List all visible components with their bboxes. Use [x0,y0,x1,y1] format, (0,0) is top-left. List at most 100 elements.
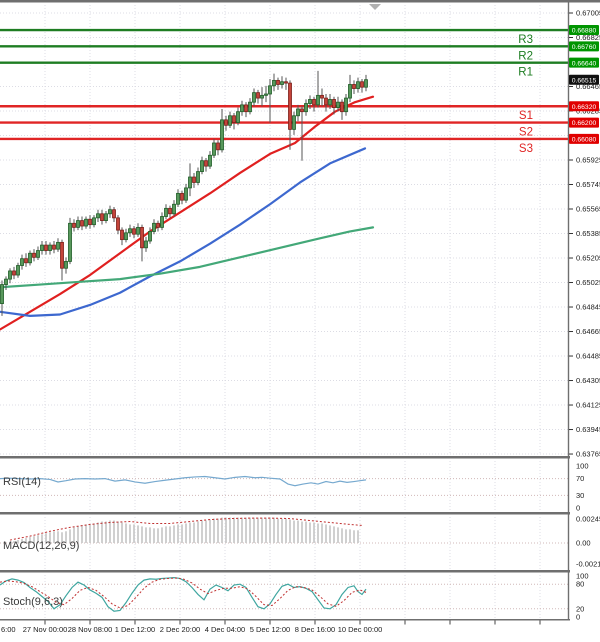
candle-down [168,207,172,215]
candle-up [280,81,284,85]
price-axis[interactable]: 0.670050.668250.664650.662850.659250.657… [569,9,600,459]
price-tick-label: 0.64125 [576,401,600,410]
panel-separator[interactable] [0,512,570,515]
sr-label-s3: S3 [519,143,533,155]
candle-up [4,278,8,285]
ma-mid-blue [0,147,367,317]
candle-down [340,101,344,113]
candle-up [124,232,128,241]
stoch-scale-label: 0 [576,613,580,622]
price-badge-resistance [569,25,599,36]
time-axis[interactable]: 6:00 27 Nov 00:00 28 Nov 08:00 1 Dec 12:00 2… [1,620,541,635]
candle-up [316,94,320,106]
candle-up [252,92,256,103]
candle-down [204,160,208,167]
sr-label-s2: S2 [519,127,533,139]
price-badge-label: 0.66080 [572,137,597,144]
candle-up [48,244,52,251]
candle-up [84,218,88,227]
price-badge-support [569,101,599,112]
candles-layer [0,70,368,316]
rsi-scale-label: 100 [576,462,589,471]
candle-down [192,176,196,183]
time-axis-label: 10 Dec 00:00 [338,625,383,634]
candle-up [104,213,108,221]
candle-up [108,209,112,215]
candle-up [296,108,300,117]
candle-down [80,220,84,227]
stoch-layer [0,577,367,612]
candle-up [212,142,216,156]
macd-layer [9,517,363,543]
price-badge-current [569,74,599,85]
candle-up [336,101,340,109]
candle-up [272,79,276,87]
panel-separator[interactable] [0,456,570,459]
candle-up [356,81,360,89]
candle-up [16,265,20,276]
candle-up [264,93,268,96]
candle-up [240,104,244,113]
macd-panel-label: MACD(12,26,9) [3,540,80,552]
candle-down [24,258,28,264]
sr-label-s1: S1 [519,110,533,122]
candle-down [232,115,236,123]
price-tick-label: 0.66825 [576,33,600,42]
panel-separator[interactable] [0,570,570,573]
panel-separator[interactable] [0,619,570,621]
price-badge-label: 0.66515 [572,77,597,84]
price-badge-label: 0.66200 [572,120,597,127]
ma-fast-red [0,95,375,331]
stoch-d-line [0,577,367,609]
candle-down [312,99,316,106]
candle-up [248,101,252,113]
window-top-border [0,0,600,3]
candle-up [172,203,176,215]
candle-up [196,171,200,183]
candle-up [64,261,68,269]
candle-up [228,115,232,126]
candle-up [20,258,24,266]
frame-layer [0,0,600,621]
ma-fast-red-layer [0,95,375,331]
price-tick-label: 0.65205 [576,254,600,263]
candle-down [32,252,36,258]
sr-label-r2: R2 [518,50,533,62]
price-badge-label: 0.66320 [572,104,597,111]
candle-down [88,218,92,226]
stoch-panel-label: Stoch(9,6,3) [3,596,63,608]
rsi-scale-label: 30 [576,491,584,500]
candle-down [100,213,104,221]
candle-down [320,94,324,99]
time-axis-label: 27 Nov 00:00 [23,625,68,634]
candle-up [184,187,188,201]
candle-down [360,81,364,88]
candle-up [188,176,192,189]
candle-down [324,97,328,106]
candle-down [140,226,144,249]
candle-up [260,94,264,99]
candle-up [176,192,180,205]
candle-up [0,284,4,305]
candle-down [44,244,48,251]
candle-up [200,160,204,172]
price-tick-label: 0.65745 [576,180,600,189]
scroll-position-marker-icon[interactable] [369,4,381,10]
price-tick-label: 0.63765 [576,450,600,459]
ma-slow-green-layer [0,226,375,289]
rsi-panel-label: RSI(14) [3,476,41,488]
rsi-line [0,475,367,487]
candle-down [156,222,160,228]
candle-down [244,104,248,113]
ma-mid-blue-layer [0,147,367,317]
price-tick-label: 0.65385 [576,229,600,238]
macd-scale-label: 0.002457 [576,515,600,524]
candle-up [144,240,148,249]
candle-up [40,244,44,251]
stoch-scale-label: 80 [576,580,584,589]
candle-up [220,119,224,151]
sr-label-r1: R1 [518,67,533,79]
